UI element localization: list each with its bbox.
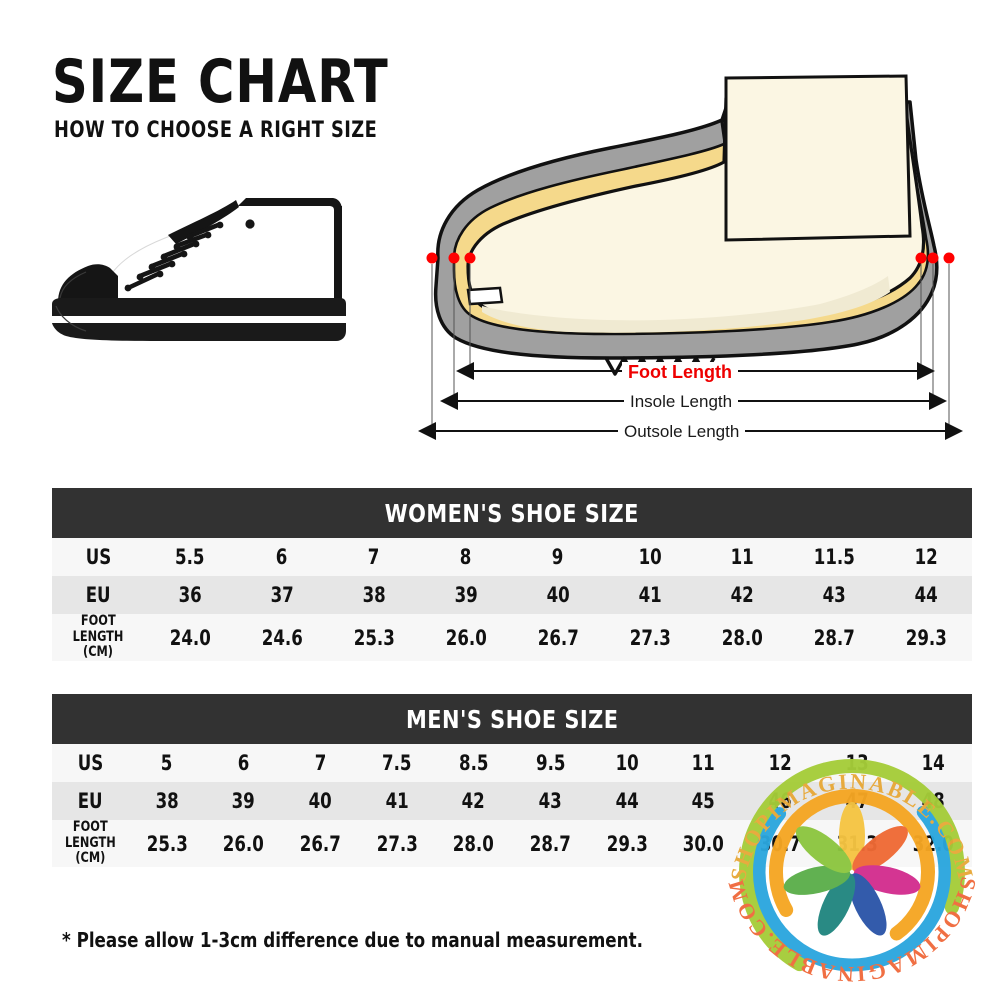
table-row: FOOT LENGTH (CM) 24.0 24.6 25.3 26.0 26.7… — [52, 613, 972, 662]
cell: 27.3 — [358, 820, 436, 868]
cell: 30.7 — [741, 820, 819, 868]
mens-size-table: MEN'S SHOE SIZE US 5 6 7 7.5 8.5 9.5 10 … — [52, 694, 972, 868]
mens-table-header: MEN'S SHOE SIZE — [52, 694, 972, 744]
shoe-photo — [40, 180, 380, 370]
cell: 8 — [420, 538, 512, 576]
womens-size-table: WOMEN'S SHOE SIZE US 5.5 6 7 8 9 10 11 1… — [52, 488, 972, 662]
cell: 8.5 — [435, 744, 512, 782]
measurement-diagram: Foot Length Insole Length Outsole Length — [410, 40, 980, 450]
row-label-foot-length: FOOT LENGTH (CM) — [52, 613, 144, 662]
cell: 39 — [205, 782, 282, 820]
cell: 9 — [512, 538, 604, 576]
cell: 7.5 — [358, 744, 436, 782]
measure-dot-insole-right — [927, 252, 939, 264]
measure-dot-group-left — [426, 252, 476, 264]
cell: 25.3 — [128, 820, 206, 868]
row-label-eu: EU — [52, 782, 129, 820]
cell: 24.6 — [236, 614, 328, 662]
cell: 41 — [358, 782, 436, 820]
cell: 26.0 — [205, 820, 282, 868]
mens-table-header-text: MEN'S SHOE SIZE — [405, 704, 619, 734]
page-subtitle: HOW TO CHOOSE A RIGHT SIZE — [54, 118, 378, 143]
womens-table-header-text: WOMEN'S SHOE SIZE — [384, 498, 640, 528]
cell: 5 — [128, 744, 206, 782]
cell: 10 — [588, 744, 666, 782]
foot-in-shoe-diagram — [418, 74, 963, 440]
cell: 44 — [588, 782, 666, 820]
cell: 29.3 — [880, 614, 972, 662]
table-row: US 5.5 6 7 8 9 10 11 11.5 12 — [52, 538, 972, 576]
cell: 11 — [665, 744, 742, 782]
cell: 7 — [281, 744, 359, 782]
cell: 14 — [895, 744, 972, 782]
measure-dot-foot-left — [464, 252, 476, 264]
womens-table-header: WOMEN'S SHOE SIZE — [52, 488, 972, 538]
cell: 43 — [511, 782, 589, 820]
foot-length-label: Foot Length — [622, 362, 738, 383]
cell: 36 — [144, 576, 236, 614]
cell: 11 — [696, 538, 788, 576]
table-row: FOOT LENGTH (CM) 25.3 26.0 26.7 27.3 28.0… — [52, 819, 972, 868]
cell: 31.3 — [818, 820, 896, 868]
outsole-length-label: Outsole Length — [618, 422, 746, 442]
table-row: EU 38 39 40 41 42 43 44 45 46 47 48 — [52, 782, 972, 820]
cell: 12 — [741, 744, 819, 782]
measure-dot-foot-right — [915, 252, 927, 264]
cell: 10 — [604, 538, 696, 576]
page-title: SIZE CHART — [52, 47, 389, 117]
cell: 29.3 — [588, 820, 666, 868]
cell: 27.3 — [604, 614, 696, 662]
cell: 48 — [895, 782, 972, 820]
row-label-us: US — [52, 538, 144, 576]
measure-dot-outsole-right — [943, 252, 955, 264]
cell: 28.7 — [788, 614, 880, 662]
cell: 30.0 — [665, 820, 742, 868]
cell: 41 — [604, 576, 696, 614]
cell: 47 — [818, 782, 896, 820]
cell: 26.0 — [420, 614, 512, 662]
cell: 25.3 — [328, 614, 420, 662]
measure-dot-outsole-left — [426, 252, 438, 264]
cell: 40 — [281, 782, 359, 820]
cell: 12 — [880, 538, 972, 576]
table-row: EU 36 37 38 39 40 41 42 43 44 — [52, 576, 972, 614]
cell: 13 — [818, 744, 896, 782]
cell: 28.7 — [511, 820, 589, 868]
cell: 6 — [236, 538, 328, 576]
sneaker-illustration — [52, 198, 346, 341]
row-label-eu: EU — [52, 576, 144, 614]
cell: 26.7 — [512, 614, 604, 662]
cell: 24.0 — [144, 614, 236, 662]
cell: 26.7 — [281, 820, 359, 868]
cell: 37 — [236, 576, 328, 614]
cell: 43 — [788, 576, 880, 614]
cell: 38 — [128, 782, 206, 820]
cell: 5.5 — [144, 538, 236, 576]
row-label-foot-length: FOOT LENGTH (CM) — [52, 819, 129, 868]
cell: 44 — [880, 576, 972, 614]
cell: 39 — [420, 576, 512, 614]
watermark-text-bottom: SHOPIMAGINABLE.COM — [722, 875, 981, 988]
cell: 40 — [512, 576, 604, 614]
row-label-us: US — [52, 744, 129, 782]
cell: 42 — [696, 576, 788, 614]
cell: 38 — [328, 576, 420, 614]
cell: 28.0 — [696, 614, 788, 662]
insole-length-label: Insole Length — [624, 392, 739, 412]
measure-dot-insole-left — [448, 252, 460, 264]
cell: 6 — [205, 744, 282, 782]
measurement-footnote: * Please allow 1-3cm difference due to m… — [62, 928, 643, 952]
cell: 9.5 — [511, 744, 589, 782]
measure-dot-group-right — [915, 252, 955, 264]
cell: 11.5 — [788, 538, 880, 576]
cell: 45 — [665, 782, 742, 820]
cell: 7 — [328, 538, 420, 576]
cell: 28.0 — [435, 820, 512, 868]
table-row: US 5 6 7 7.5 8.5 9.5 10 11 12 13 14 — [52, 744, 972, 782]
cell: 46 — [741, 782, 819, 820]
cell: 32.0 — [895, 820, 972, 868]
cell: 42 — [435, 782, 512, 820]
